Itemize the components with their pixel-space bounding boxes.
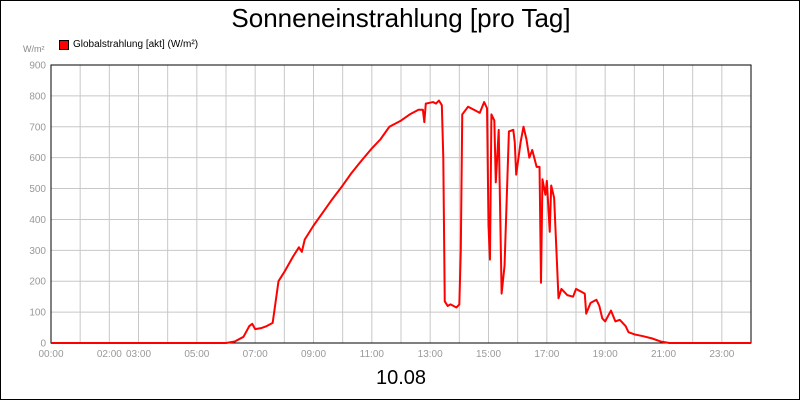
x-tick-label: 23:00 [709,349,734,360]
x-tick-label: 00:00 [38,349,63,360]
x-tick-label: 07:00 [243,349,268,360]
y-axis-unit-label: W/m² [23,44,45,54]
x-tick-label: 21:00 [651,349,676,360]
date-label: 10.08 [375,367,427,389]
legend: Globalstrahlung [akt] (W/m²) [59,39,198,50]
y-tick-label: 100 [29,308,46,319]
y-tick-label: 800 [29,91,46,102]
legend-swatch [59,39,69,50]
x-tick-label: 13:00 [418,349,443,360]
plot-border [50,64,752,344]
y-tick-label: 600 [29,153,46,164]
y-tick-label: 700 [29,122,46,133]
x-tick-label: 03:00 [126,349,151,360]
x-tick-label: 11:00 [360,349,385,360]
x-tick-label: 19:00 [593,349,618,360]
y-tick-label: 200 [29,277,46,288]
series-line [51,99,751,344]
y-tick-label: 300 [29,246,46,257]
x-tick-label: 17:00 [534,349,559,360]
y-tick-label: 500 [29,184,46,195]
x-tick-label: 05:00 [184,349,209,360]
y-tick-label: 400 [29,215,46,226]
x-tick-label: 02:00 [97,349,122,360]
legend-label: Globalstrahlung [akt] (W/m²) [73,39,199,50]
y-tick-label: 0 [40,339,46,350]
y-tick-label: 900 [29,61,46,72]
chart-title: Sonneneinstrahlung [pro Tag] [231,3,571,33]
x-tick-label: 09:00 [301,349,326,360]
x-tick-label: 15:00 [476,349,501,360]
